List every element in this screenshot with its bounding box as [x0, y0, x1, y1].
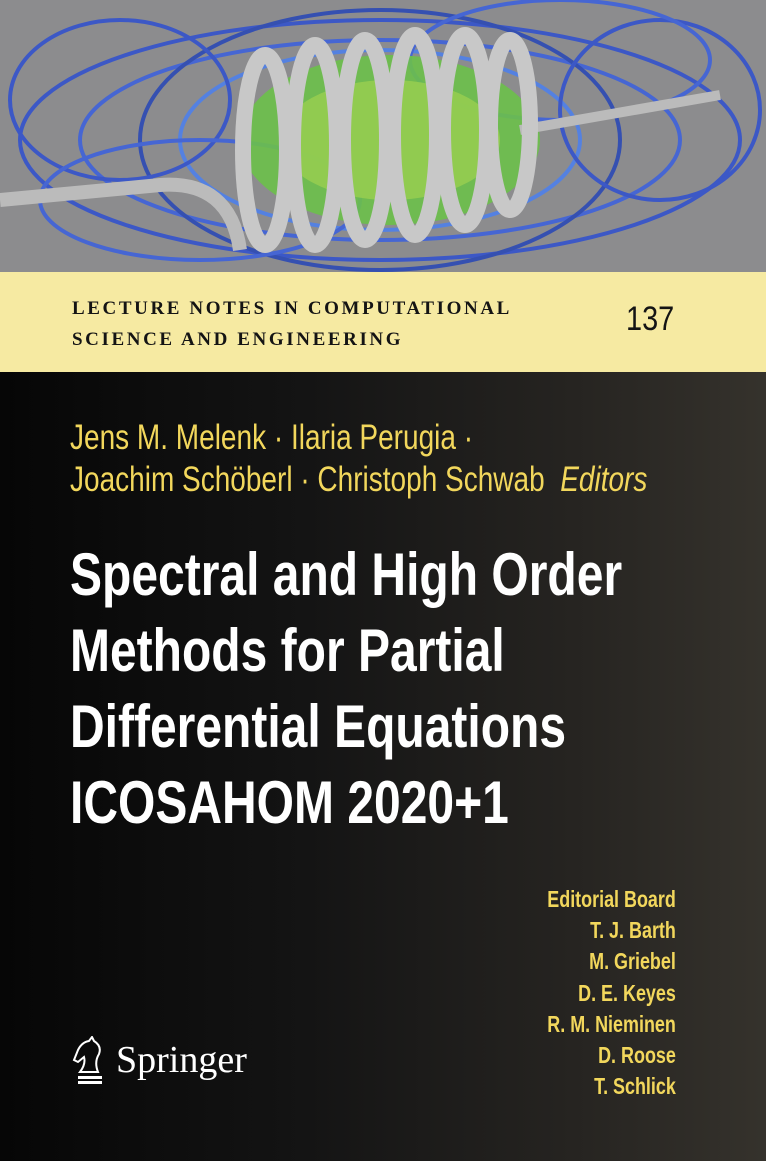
- knight-chess-icon: [72, 1036, 102, 1084]
- series-title-line1: LECTURE NOTES IN COMPUTATIONAL: [72, 298, 512, 319]
- authors-line1: Jens M. Melenk · Ilaria Perugia ·: [70, 418, 474, 457]
- authors-names: Joachim Schöberl · Christoph Schwab: [70, 460, 545, 499]
- book-title-line4: ICOSAHOM 2020+1: [70, 769, 509, 836]
- volume-number: 137: [626, 300, 675, 338]
- board-member: D. E. Keyes: [578, 979, 676, 1006]
- cover-illustration-coil-field: [0, 0, 766, 272]
- cover-background: [0, 372, 766, 1161]
- board-member: T. Schlick: [594, 1073, 676, 1100]
- book-title-line2: Methods for Partial: [70, 617, 505, 684]
- board-member: D. Roose: [598, 1041, 676, 1068]
- editorial-board: Editorial Board T. J. Barth M. Griebel D…: [511, 884, 676, 1102]
- authors-line2: Joachim Schöberl · Christoph Schwab Edit…: [70, 460, 647, 500]
- series-band: [0, 272, 766, 372]
- book-title-line1: Spectral and High Order: [70, 541, 623, 608]
- book-title-line3: Differential Equations: [70, 693, 567, 760]
- editorial-board-heading: Editorial Board: [547, 886, 676, 912]
- publisher-logo: Springer: [72, 1036, 247, 1084]
- series-title-line2: SCIENCE AND ENGINEERING: [72, 329, 404, 350]
- publisher-name: Springer: [116, 1039, 247, 1081]
- board-member: T. J. Barth: [590, 917, 676, 944]
- editors-label: Editors: [560, 460, 648, 499]
- board-member: R. M. Nieminen: [547, 1010, 676, 1037]
- board-member: M. Griebel: [589, 948, 676, 975]
